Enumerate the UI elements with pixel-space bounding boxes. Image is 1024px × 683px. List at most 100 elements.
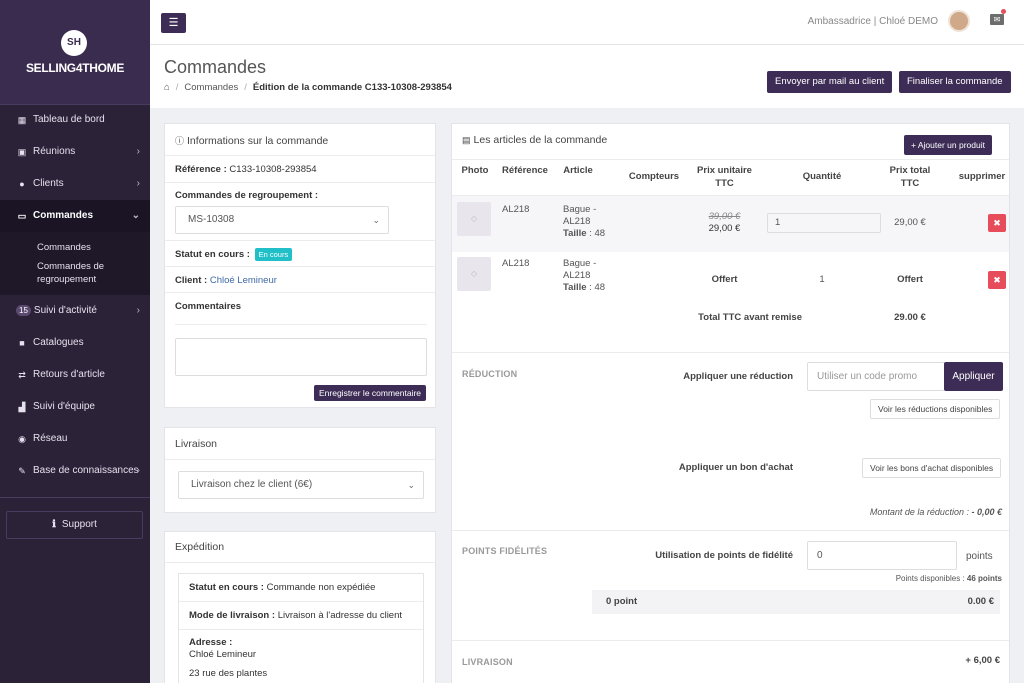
address-label: Adresse : xyxy=(189,637,233,648)
bar-chart-icon: ▟ xyxy=(18,402,26,412)
finalize-order-button[interactable]: Finaliser la commande xyxy=(899,71,1011,93)
sidebar-item-label: Commandes xyxy=(33,210,94,221)
loyalty-use-label: Utilisation de points de fidélité xyxy=(655,550,793,561)
sidebar-item-clients[interactable]: ● Clients › xyxy=(0,168,150,200)
globe-icon: ◉ xyxy=(18,434,26,444)
home-icon[interactable]: ⌂ xyxy=(164,82,170,93)
support-button[interactable]: ℹ Support xyxy=(6,511,143,539)
notification-dot xyxy=(1001,9,1006,14)
reduction-amount: Montant de la réduction : - 0,00 € xyxy=(802,506,1002,518)
client-link[interactable]: Chloé Lemineur xyxy=(209,275,277,286)
row-total: 29,00 € xyxy=(894,217,926,228)
sidebar-item-label: Réunions xyxy=(33,146,76,157)
row-reference: AL218 xyxy=(502,258,530,269)
info-circle-icon: ⓘ xyxy=(175,136,185,146)
see-reductions-button[interactable]: Voir les réductions disponibles xyxy=(870,399,1001,419)
article-name: Bague - AL218 xyxy=(563,258,597,281)
chevron-down-icon: ⌄ xyxy=(407,480,415,490)
sidebar-item-tableau-de-bord[interactable]: ▦ Tableau de bord xyxy=(0,104,150,136)
hamburger-icon: ☰ xyxy=(168,17,179,29)
quantity-input[interactable]: 1 xyxy=(767,213,881,233)
chevron-right-icon: › xyxy=(136,465,140,476)
sidebar-item-suivi-equipe[interactable]: ▟ Suivi d'équipe xyxy=(0,391,150,423)
sidebar-item-base-connaissances[interactable]: ✎ Base de connaissances › xyxy=(0,455,150,487)
user-info[interactable]: Ambassadrice | Chloé DEMO xyxy=(807,16,938,27)
comment-textarea[interactable] xyxy=(175,338,427,376)
reduction-section-label: RÉDUCTION xyxy=(462,369,518,379)
breadcrumb-item[interactable]: Commandes xyxy=(184,82,239,93)
promo-code-input[interactable]: Utiliser un code promo xyxy=(807,362,945,391)
sidebar-item-reunions[interactable]: ▣ Réunions › xyxy=(0,136,150,168)
sidebar-item-catalogues[interactable]: ■ Catalogues xyxy=(0,327,150,359)
calendar-icon: ▣ xyxy=(17,147,27,157)
users-icon: ● xyxy=(19,179,25,189)
table-row: ◇ AL218 Bague - AL218 Taille : 48 39,00 … xyxy=(452,196,1009,252)
logo[interactable]: SH SELLING4THOME xyxy=(0,0,150,105)
sidebar-item-reseau[interactable]: ◉ Réseau xyxy=(0,423,150,455)
col-compteurs: Compteurs xyxy=(628,171,680,182)
save-comment-button[interactable]: Enregistrer le commentaire xyxy=(314,385,427,401)
subnav-item-regroupement[interactable]: Commandes de regroupement xyxy=(37,261,105,285)
add-product-button[interactable]: + Ajouter un produit xyxy=(904,135,992,155)
sidebar-item-label: Retours d'article xyxy=(33,369,105,380)
address-street: 23 rue des plantes xyxy=(189,668,268,679)
shipping-mode-label: Mode de livraison : xyxy=(189,610,276,621)
chevron-right-icon: › xyxy=(136,146,140,157)
loyalty-summary-row: 0 point 0.00 € xyxy=(592,590,1000,614)
table-row: ◇ AL218 Bague - AL218 Taille : 48 Offert… xyxy=(452,252,1009,308)
sidebar-nav: ▦ Tableau de bord ▣ Réunions › ● Clients… xyxy=(0,104,150,487)
col-article: Article xyxy=(563,165,593,176)
regroupement-select[interactable]: MS-10308 ⌄ xyxy=(175,206,389,234)
avatar[interactable] xyxy=(948,10,970,32)
article-name: Bague - AL218 xyxy=(563,204,597,227)
delivery-select[interactable]: Livraison chez le client (6€) ⌄ xyxy=(178,471,424,499)
menu-toggle-button[interactable]: ☰ xyxy=(161,13,186,33)
loyalty-section-label: POINTS FIDÉLITÉS xyxy=(462,546,548,556)
shipping-status-label: Statut en cours : xyxy=(189,582,264,593)
logo-text: SELLING4THOME xyxy=(25,61,125,75)
order-info-title: ⓘ Informations sur la commande xyxy=(175,134,328,147)
delivery-value: Livraison chez le client (6€) xyxy=(191,479,313,490)
apply-promo-button[interactable]: Appliquer xyxy=(944,362,1003,391)
loyalty-points-input[interactable]: 0 xyxy=(807,541,957,570)
orders-icon: ▭ xyxy=(17,211,27,221)
client-row: Client : Chloé Lemineur xyxy=(175,275,277,286)
shipping-mode-value: Livraison à l'adresse du client xyxy=(277,610,403,621)
regroupement-value: MS-10308 xyxy=(188,214,235,225)
row-unit-price: 39,00 € 29,00 € xyxy=(691,211,758,235)
total-before-discount-value: 29.00 € xyxy=(894,312,926,323)
sidebar-item-commandes[interactable]: ▭ Commandes ⌄ xyxy=(0,200,150,232)
page-title: Commandes xyxy=(164,57,267,77)
sidebar: SH SELLING4THOME ▦ Tableau de bord ▣ Réu… xyxy=(0,0,150,683)
size-label: Taille xyxy=(563,228,587,239)
client-label: Client : xyxy=(175,275,208,286)
delivery-panel: Livraison Livraison chez le client (6€) … xyxy=(164,427,436,513)
chevron-right-icon: › xyxy=(136,305,140,316)
shipping-title: Expédition xyxy=(175,541,225,553)
info-icon: ℹ xyxy=(52,519,56,530)
available-points: Points disponibles : 46 points xyxy=(822,573,1002,585)
size-value: : 48 xyxy=(589,228,606,239)
sidebar-item-retours[interactable]: ⇄ Retours d'article xyxy=(0,359,150,391)
size-label: Taille xyxy=(563,282,587,293)
see-vouchers-button[interactable]: Voir les bons d'achat disponibles xyxy=(862,458,1002,478)
loyalty-summary-points: 0 point xyxy=(606,596,638,607)
mail-icon[interactable]: ✉ xyxy=(990,14,1004,25)
address-block: Adresse : Chloé Lemineur 23 rue des plan… xyxy=(189,637,267,680)
email-client-button[interactable]: Envoyer par mail au client xyxy=(767,71,893,93)
statut-row: Statut en cours : En cours xyxy=(175,248,293,261)
sidebar-item-suivi-activite[interactable]: 15 Suivi d'activité › xyxy=(0,295,150,327)
sidebar-item-label: Suivi d'activité xyxy=(33,305,97,316)
product-thumbnail: ◇ xyxy=(457,257,491,291)
col-total-price: Prix total TTC xyxy=(889,165,931,189)
subnav-item-commandes[interactable]: Commandes xyxy=(37,242,91,253)
articles-title: ▤ Les articles de la commande xyxy=(462,134,607,146)
sidebar-divider xyxy=(0,497,150,498)
chevron-down-icon: ⌄ xyxy=(372,215,380,225)
dashboard-icon: ▦ xyxy=(17,115,27,125)
col-photo: Photo xyxy=(461,165,489,176)
delivery-amount: + 6,00 € xyxy=(965,655,1000,666)
apply-voucher-label: Appliquer un bon d'achat xyxy=(678,462,793,473)
delete-row-button[interactable]: ✖ xyxy=(988,271,1006,289)
delete-row-button[interactable]: ✖ xyxy=(988,214,1006,232)
